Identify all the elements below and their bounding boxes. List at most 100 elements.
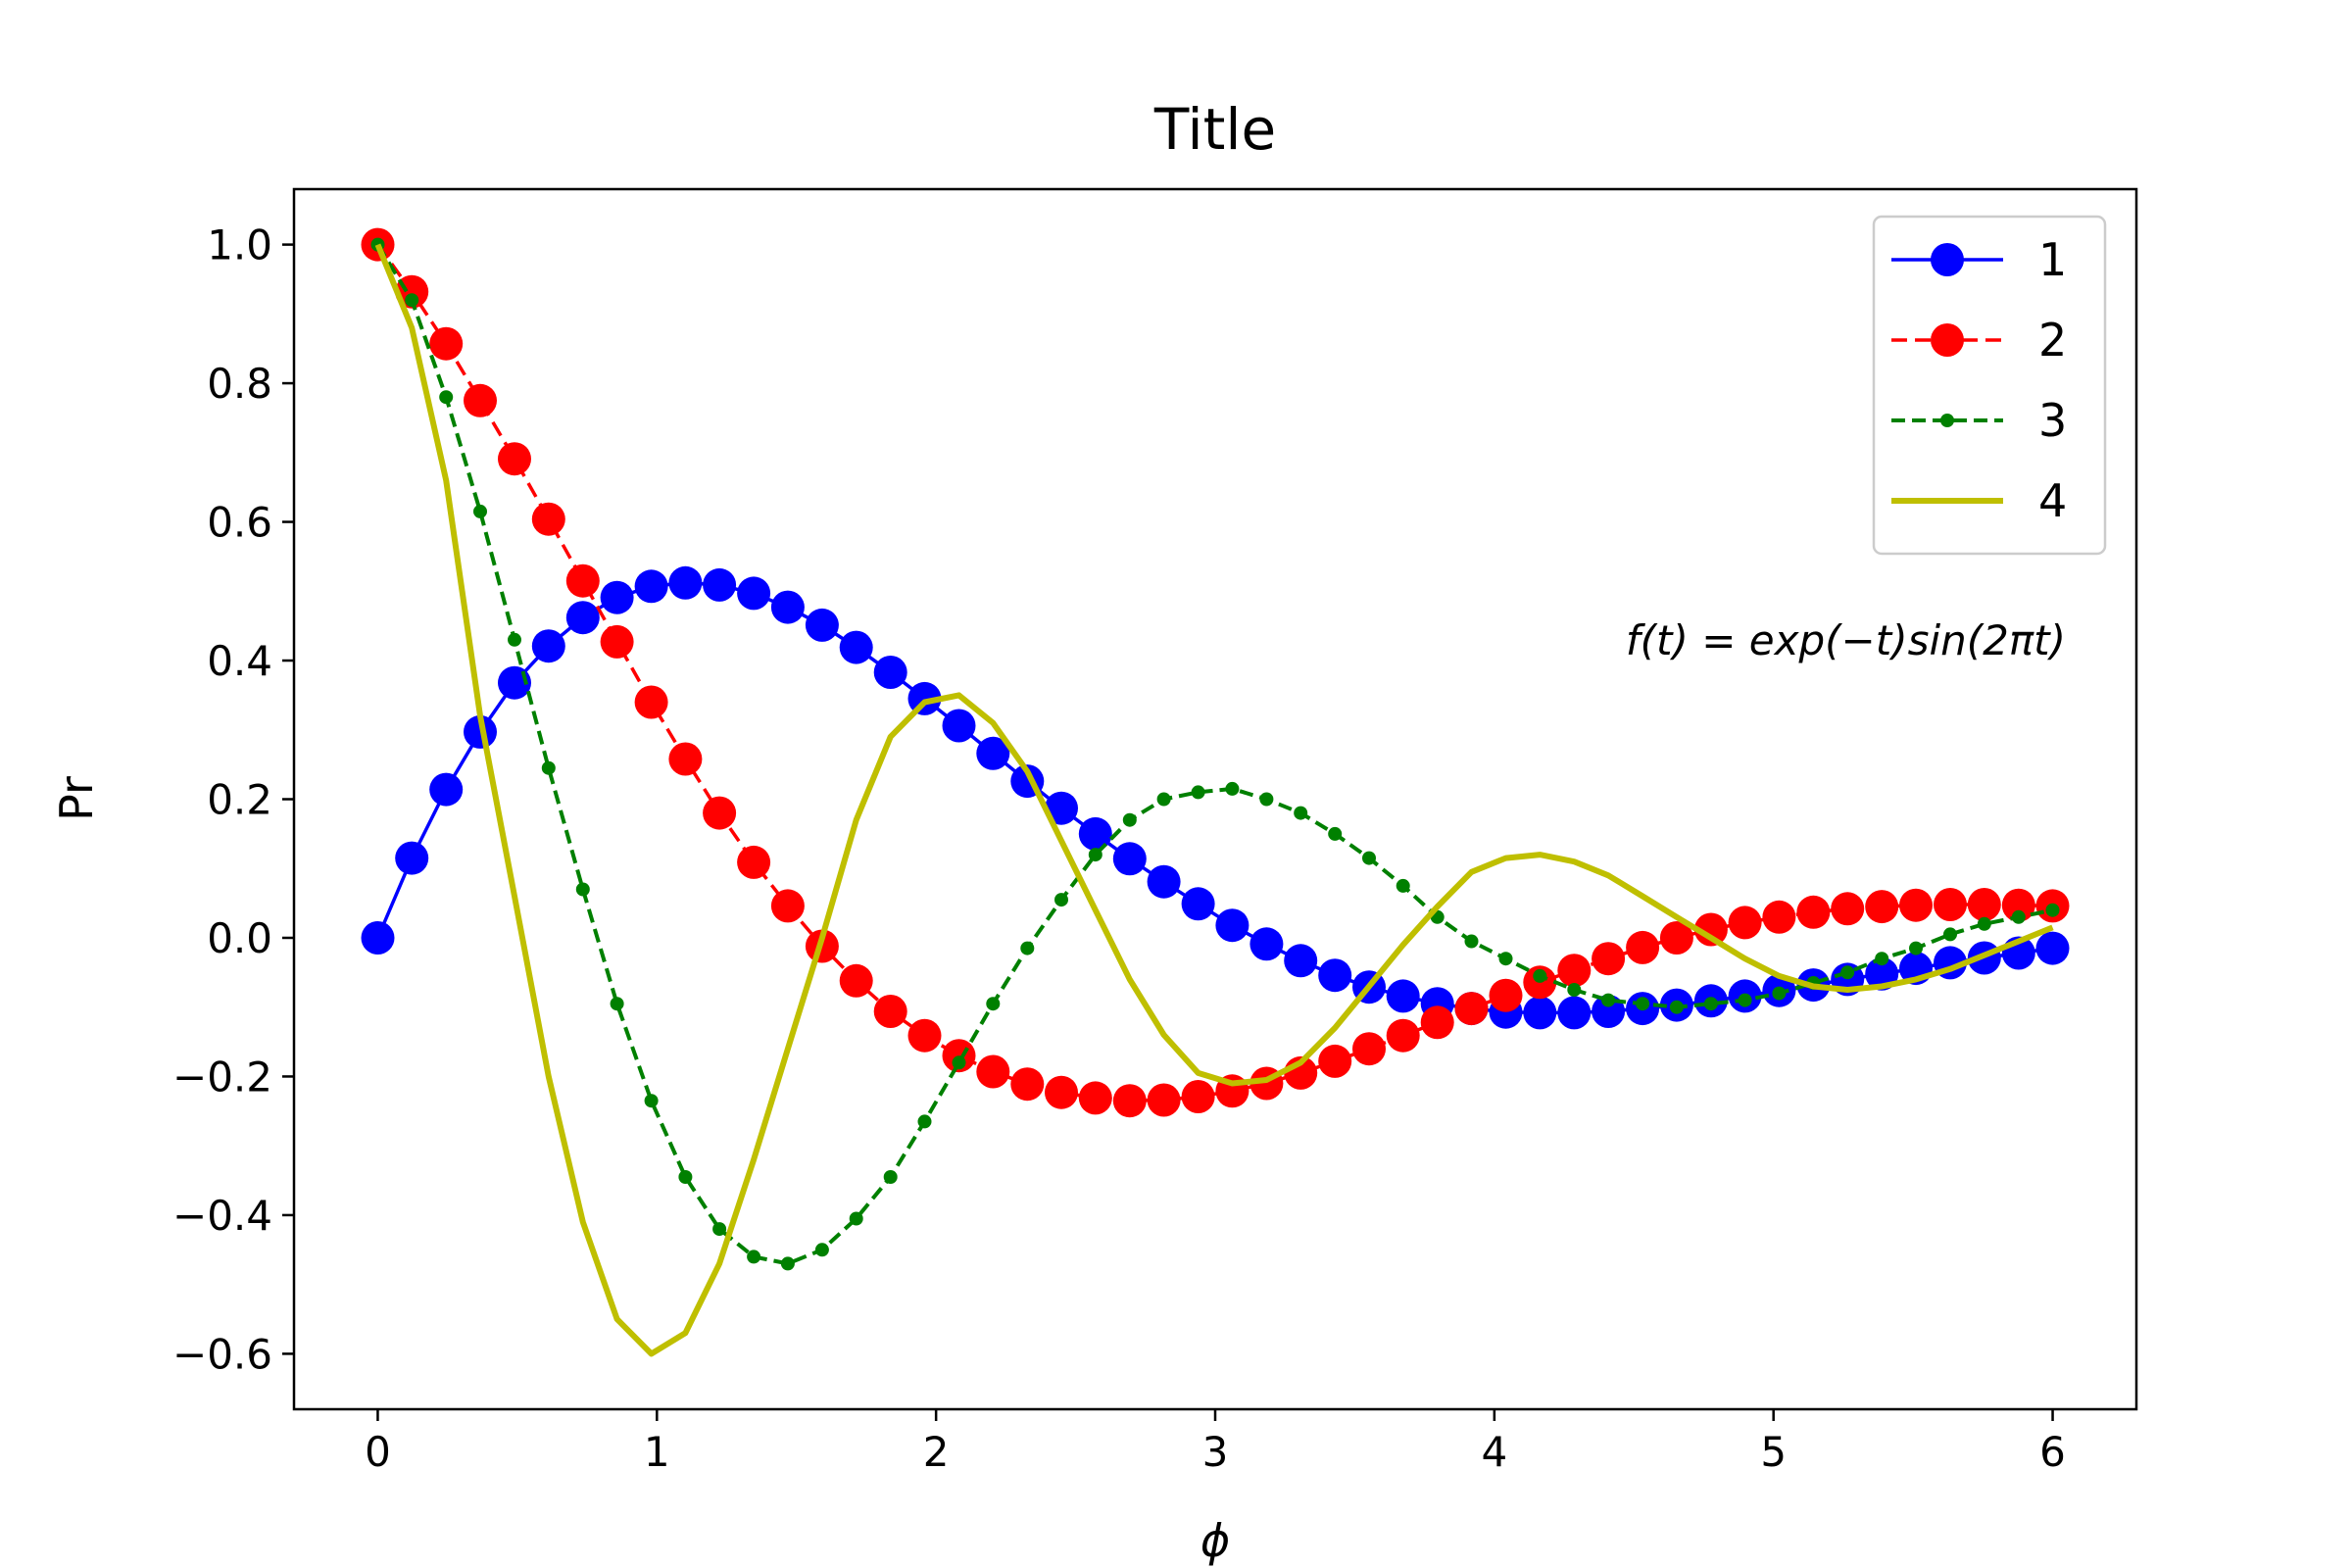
x-tick-label: 5	[1760, 1428, 1787, 1476]
data-point	[1112, 1084, 1147, 1118]
data-point	[1557, 996, 1592, 1030]
data-point	[668, 742, 703, 776]
data-point	[1112, 842, 1147, 876]
data-point	[1592, 942, 1626, 976]
data-point	[952, 1055, 966, 1070]
data-point	[805, 608, 839, 642]
data-point	[1010, 1067, 1045, 1102]
x-tick-label: 1	[644, 1428, 670, 1476]
data-point	[873, 656, 907, 689]
data-point	[1738, 993, 1752, 1007]
data-point	[473, 504, 487, 518]
data-point	[1703, 997, 1718, 1011]
y-axis: −0.6 −0.4 −0.2 0.0 0.2 0.4 0.6 0.8 1.0	[172, 221, 294, 1378]
x-tick-label: 6	[2039, 1428, 2066, 1476]
data-point	[770, 889, 805, 923]
legend-label: 3	[2038, 394, 2067, 447]
data-point	[1045, 791, 1078, 825]
legend-marker	[1940, 414, 1954, 427]
data-point	[1078, 816, 1112, 851]
data-point	[531, 502, 565, 536]
data-point	[1796, 895, 1831, 929]
data-point	[508, 632, 521, 647]
y-tick-label: −0.2	[172, 1053, 272, 1101]
legend-marker	[1931, 243, 1964, 276]
x-tick-label: 4	[1481, 1428, 1507, 1476]
data-point	[1259, 792, 1274, 807]
x-tick-label: 3	[1202, 1428, 1229, 1476]
data-point	[531, 629, 565, 663]
data-point	[1899, 888, 1933, 922]
data-point	[814, 1243, 829, 1257]
data-point	[565, 564, 600, 598]
series-line-4	[374, 243, 2054, 1357]
data-point	[747, 1250, 761, 1264]
y-tick-label: 0.6	[207, 499, 272, 547]
legend-label: 1	[2038, 233, 2067, 286]
data-point	[1147, 1083, 1181, 1117]
data-point	[678, 1170, 693, 1184]
data-point	[2011, 909, 2026, 924]
data-point	[2001, 888, 2035, 922]
data-point	[1533, 968, 1547, 983]
data-point	[439, 390, 454, 405]
series-layer	[361, 227, 2070, 1357]
data-point	[737, 576, 771, 611]
legend-marker	[1931, 323, 1964, 357]
data-point	[1225, 781, 1240, 796]
data-point	[1967, 888, 2001, 921]
y-tick-label: 0.0	[207, 914, 272, 962]
legend-box	[1872, 215, 2107, 556]
data-point	[1318, 958, 1352, 993]
y-tick-label: 0.4	[207, 637, 272, 685]
data-point	[770, 590, 805, 624]
data-point	[1294, 806, 1308, 820]
x-tick-label: 2	[923, 1428, 950, 1476]
data-point	[541, 760, 556, 775]
data-point	[942, 709, 976, 743]
data-point	[1875, 952, 1889, 966]
data-point	[1396, 878, 1410, 893]
data-point	[405, 293, 419, 308]
data-point	[1122, 812, 1137, 827]
data-point	[2035, 931, 2070, 965]
data-point	[464, 714, 497, 749]
data-point	[712, 1222, 727, 1237]
x-axis: 0 1 2 3 4 5 6	[365, 1409, 2066, 1476]
data-point	[1592, 995, 1626, 1028]
data-point	[976, 736, 1010, 770]
y-tick-label: −0.4	[172, 1192, 272, 1240]
data-point	[737, 845, 771, 879]
data-point	[1420, 1005, 1454, 1040]
legend-label: 2	[2038, 314, 2067, 367]
legend-item-1: 1	[1891, 233, 2067, 286]
data-point	[1567, 983, 1582, 997]
data-point	[1523, 996, 1557, 1030]
data-point	[1088, 848, 1102, 862]
x-tick-label: 0	[365, 1428, 391, 1476]
data-point	[600, 580, 634, 614]
data-point	[1181, 887, 1215, 921]
data-point	[1943, 927, 1957, 942]
data-point	[1328, 826, 1343, 841]
data-point	[610, 997, 624, 1011]
data-point	[703, 796, 737, 830]
data-point	[668, 565, 703, 600]
data-point	[986, 997, 1001, 1011]
y-tick-label: −0.6	[172, 1330, 272, 1378]
data-point	[1284, 944, 1318, 978]
data-point	[1386, 1018, 1420, 1053]
data-point	[1318, 1044, 1352, 1078]
data-point	[1934, 888, 1967, 921]
data-point	[1054, 893, 1068, 907]
data-point	[634, 685, 668, 719]
legend-item-3: 3	[1891, 394, 2067, 447]
series-1	[361, 565, 2070, 1030]
data-point	[464, 383, 497, 417]
data-point	[780, 1256, 795, 1271]
data-point	[839, 963, 873, 998]
data-point	[1626, 930, 1660, 964]
data-point	[976, 1054, 1010, 1089]
data-point	[429, 772, 464, 807]
